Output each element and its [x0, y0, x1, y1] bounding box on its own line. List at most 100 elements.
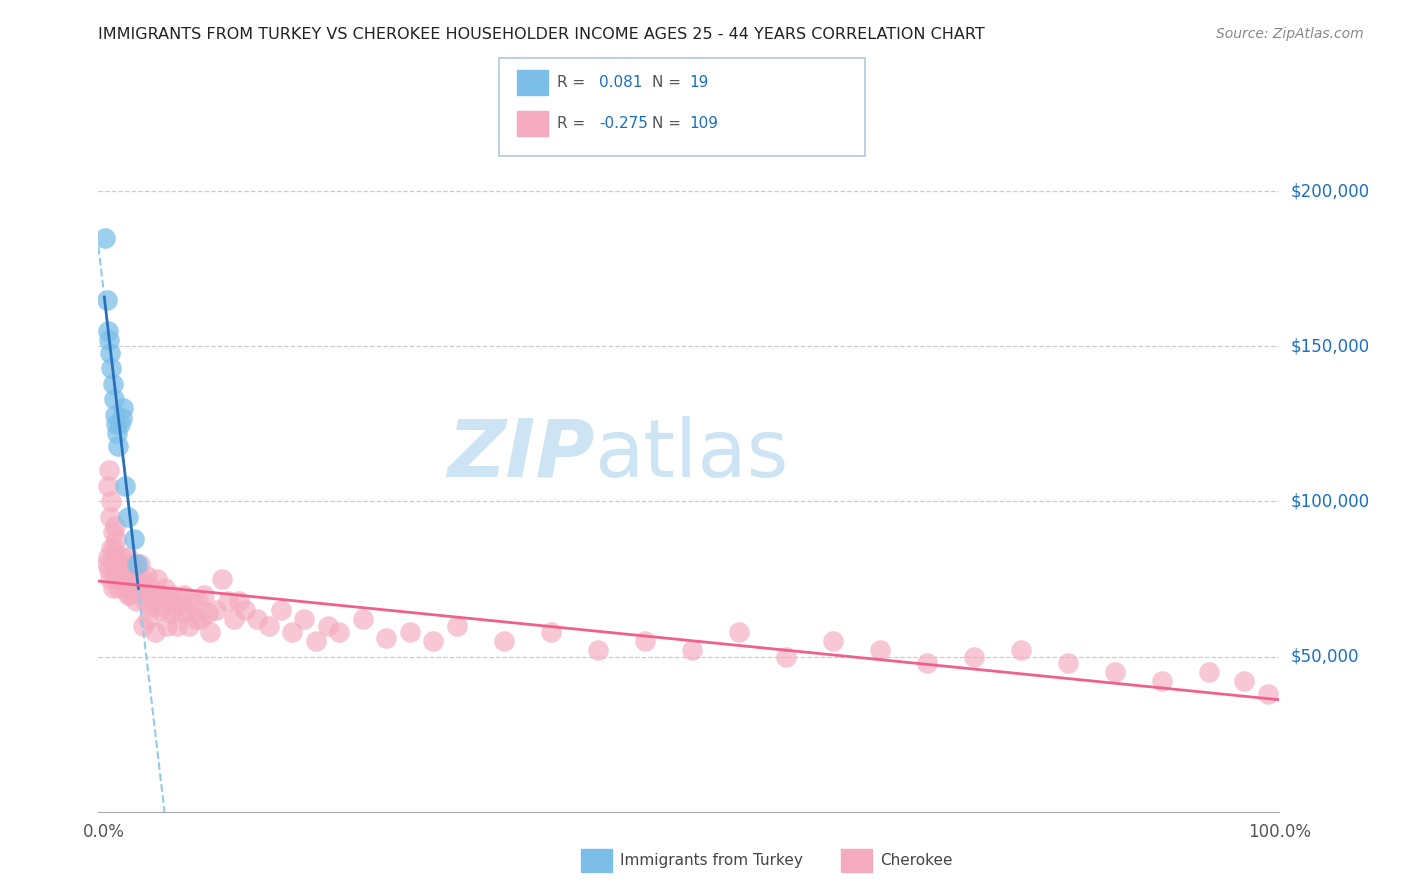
- Point: [187, 593, 209, 607]
- Point: [398, 624, 420, 639]
- Point: [100, 541, 122, 555]
- Point: [110, 572, 132, 586]
- Point: [586, 643, 609, 657]
- Point: [222, 612, 245, 626]
- Point: [100, 494, 122, 508]
- Point: [162, 588, 184, 602]
- Point: [127, 569, 149, 583]
- Point: [146, 572, 169, 586]
- Text: ZIP: ZIP: [447, 416, 595, 494]
- Point: [111, 410, 134, 425]
- Point: [228, 593, 250, 607]
- Point: [143, 624, 166, 639]
- Point: [125, 593, 148, 607]
- Point: [122, 557, 145, 571]
- Point: [270, 603, 292, 617]
- Point: [1257, 687, 1279, 701]
- Point: [634, 634, 657, 648]
- Point: [98, 510, 121, 524]
- Point: [104, 519, 127, 533]
- Point: [105, 426, 128, 441]
- Point: [94, 231, 117, 245]
- Point: [869, 643, 891, 657]
- Text: atlas: atlas: [595, 416, 789, 494]
- Text: 0.081: 0.081: [599, 75, 643, 89]
- Point: [97, 324, 120, 338]
- Point: [121, 582, 143, 596]
- Point: [103, 557, 125, 571]
- Point: [172, 606, 194, 620]
- Point: [190, 612, 212, 626]
- Point: [163, 599, 186, 614]
- Point: [132, 618, 155, 632]
- Point: [170, 593, 193, 607]
- Text: R =: R =: [557, 75, 585, 89]
- Point: [134, 582, 156, 596]
- Point: [97, 550, 120, 565]
- Point: [184, 612, 207, 626]
- Point: [193, 588, 215, 602]
- Point: [114, 557, 136, 571]
- Point: [98, 572, 121, 586]
- Point: [127, 557, 149, 571]
- Point: [728, 624, 751, 639]
- Point: [128, 557, 150, 571]
- Point: [139, 599, 162, 614]
- Point: [96, 293, 118, 307]
- Point: [111, 550, 134, 565]
- Point: [492, 634, 515, 648]
- Point: [775, 649, 797, 664]
- Text: -0.275: -0.275: [599, 116, 648, 130]
- Point: [292, 612, 315, 626]
- Point: [107, 439, 129, 453]
- Point: [104, 572, 127, 586]
- Point: [821, 634, 844, 648]
- Point: [142, 593, 165, 607]
- Point: [96, 557, 118, 571]
- Point: [149, 588, 172, 602]
- Point: [1150, 674, 1173, 689]
- Point: [157, 593, 180, 607]
- Point: [328, 624, 350, 639]
- Point: [166, 618, 188, 632]
- Point: [181, 593, 204, 607]
- Point: [141, 582, 163, 596]
- Point: [217, 593, 239, 607]
- Point: [105, 550, 128, 565]
- Point: [135, 569, 157, 583]
- Point: [963, 649, 986, 664]
- Point: [681, 643, 703, 657]
- Point: [173, 588, 195, 602]
- Point: [540, 624, 562, 639]
- Point: [112, 582, 135, 596]
- Point: [281, 624, 304, 639]
- Text: N =: N =: [652, 75, 682, 89]
- Point: [105, 532, 128, 546]
- Point: [177, 618, 200, 632]
- Point: [98, 563, 121, 577]
- Point: [118, 569, 141, 583]
- Point: [155, 582, 177, 596]
- Point: [1198, 665, 1220, 679]
- Point: [98, 463, 121, 477]
- Point: [155, 618, 177, 632]
- Text: Source: ZipAtlas.com: Source: ZipAtlas.com: [1216, 27, 1364, 41]
- Text: Cherokee: Cherokee: [880, 854, 953, 868]
- Point: [117, 588, 139, 602]
- Text: 109: 109: [689, 116, 718, 130]
- Text: $150,000: $150,000: [1291, 337, 1369, 355]
- Point: [422, 634, 444, 648]
- Point: [1010, 643, 1032, 657]
- Point: [117, 550, 139, 565]
- Point: [97, 479, 120, 493]
- Point: [138, 588, 160, 602]
- Point: [1233, 674, 1256, 689]
- Point: [112, 563, 135, 577]
- Point: [257, 618, 280, 632]
- Point: [105, 563, 128, 577]
- Point: [120, 563, 142, 577]
- Point: [103, 392, 125, 406]
- Point: [160, 606, 183, 620]
- Point: [375, 631, 398, 645]
- Point: [98, 345, 121, 359]
